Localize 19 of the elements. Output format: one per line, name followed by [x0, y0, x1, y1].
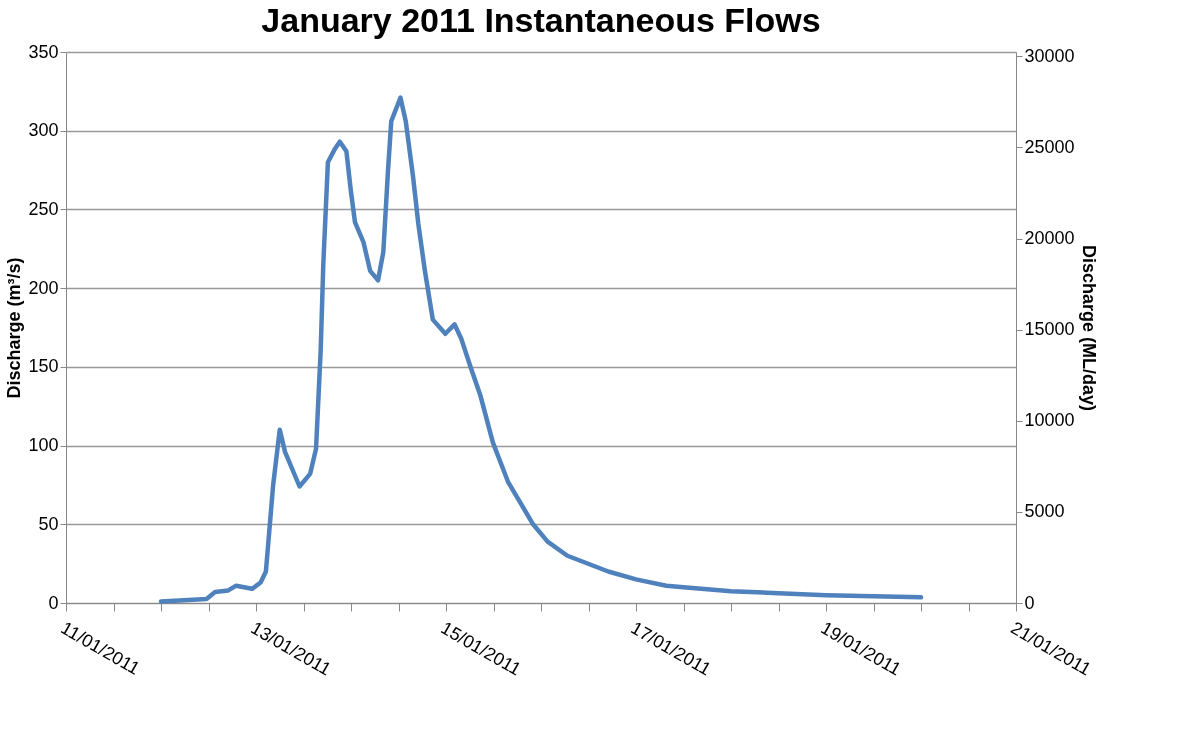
- y-tick-label: 300: [28, 120, 59, 141]
- y2-tick-label: 25000: [1024, 136, 1075, 157]
- y-tick-label: 150: [28, 356, 59, 377]
- y-tick-label: 250: [28, 198, 59, 219]
- y2-tick-label: 0: [1024, 592, 1035, 613]
- y2-tick-label: 5000: [1024, 501, 1065, 522]
- y-tick-label: 50: [38, 513, 59, 534]
- y-axis-title: Discharge (m³/s): [4, 257, 25, 399]
- y-tick-label: 100: [28, 435, 59, 456]
- y2-tick-label: 10000: [1024, 410, 1075, 431]
- y2-axis-title: Discharge (ML/day): [1078, 244, 1099, 412]
- y-tick-label: 0: [48, 592, 59, 613]
- y2-tick-label: 30000: [1024, 45, 1075, 66]
- y2-tick-label: 15000: [1024, 319, 1075, 340]
- chart-title: January 2011 Instantaneous Flows: [261, 1, 821, 39]
- y-tick-label: 350: [28, 41, 59, 62]
- y2-tick-label: 20000: [1024, 228, 1075, 249]
- line-series: [158, 95, 924, 604]
- y-tick-label: 200: [28, 277, 59, 298]
